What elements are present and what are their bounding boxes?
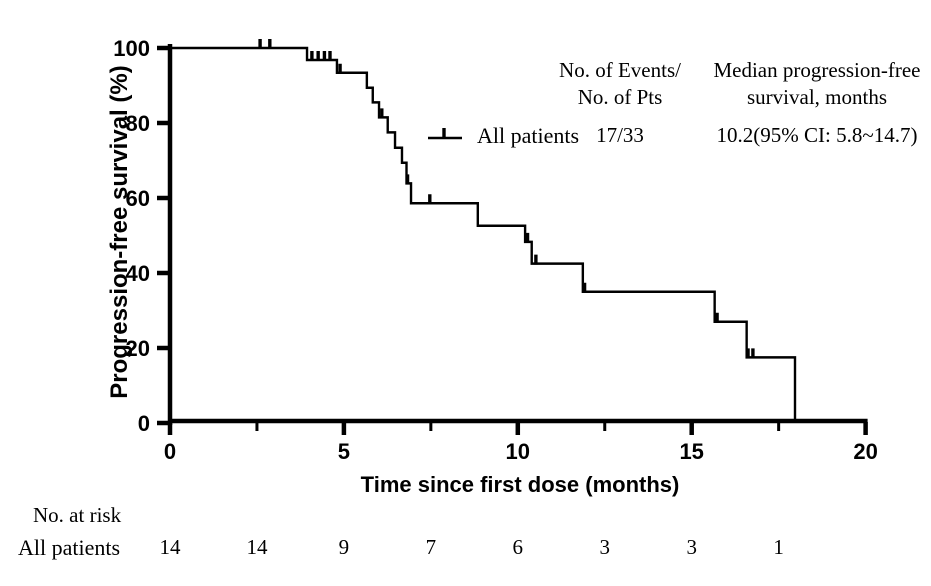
legend-median-header: Median progression-free survival, months — [703, 57, 931, 111]
legend-events-header-line1: No. of Events/ — [559, 58, 681, 82]
risk-count: 3 — [599, 535, 611, 559]
x-tick-label: 15 — [679, 439, 704, 464]
y-axis-title: Progression-free survival (%) — [106, 65, 133, 399]
risk-count: 14 — [246, 535, 268, 559]
y-tick-label: 80 — [125, 111, 150, 136]
x-tick-label: 0 — [163, 439, 177, 464]
risk-table-title: No. at risk — [33, 503, 122, 527]
risk-count: 9 — [338, 535, 350, 559]
risk-count: 6 — [512, 535, 524, 559]
y-tick-label: 20 — [125, 336, 150, 361]
legend-median-header-line2: survival, months — [747, 85, 887, 109]
legend-events-header: No. of Events/ No. of Pts — [535, 57, 705, 111]
legend-median-header-line1: Median progression-free — [713, 58, 921, 82]
legend-series-label: All patients — [477, 123, 580, 148]
risk-count: 7 — [425, 535, 437, 559]
x-axis-title: Time since first dose (months) — [360, 472, 680, 497]
x-tick-label: 10 — [505, 439, 531, 464]
legend-events-header-line2: No. of Pts — [577, 85, 663, 109]
y-tick-label: 40 — [125, 261, 150, 286]
x-tick-label: 20 — [853, 439, 878, 464]
legend-events-value: 17/33 — [596, 123, 644, 147]
y-tick-label: 60 — [125, 186, 150, 211]
y-tick-label: 100 — [113, 36, 150, 61]
x-tick-label: 5 — [337, 439, 351, 464]
risk-count: 1 — [773, 535, 784, 559]
km-series-symbol-icon — [428, 128, 462, 140]
y-tick-label: 0 — [137, 411, 150, 436]
risk-count: 14 — [159, 535, 181, 559]
km-curve-all-patients — [170, 46, 797, 423]
risk-count: 3 — [686, 535, 697, 559]
risk-table-row-label: All patients — [18, 535, 121, 560]
legend-median-value: 10.2(95% CI: 5.8~14.7) — [716, 123, 918, 147]
